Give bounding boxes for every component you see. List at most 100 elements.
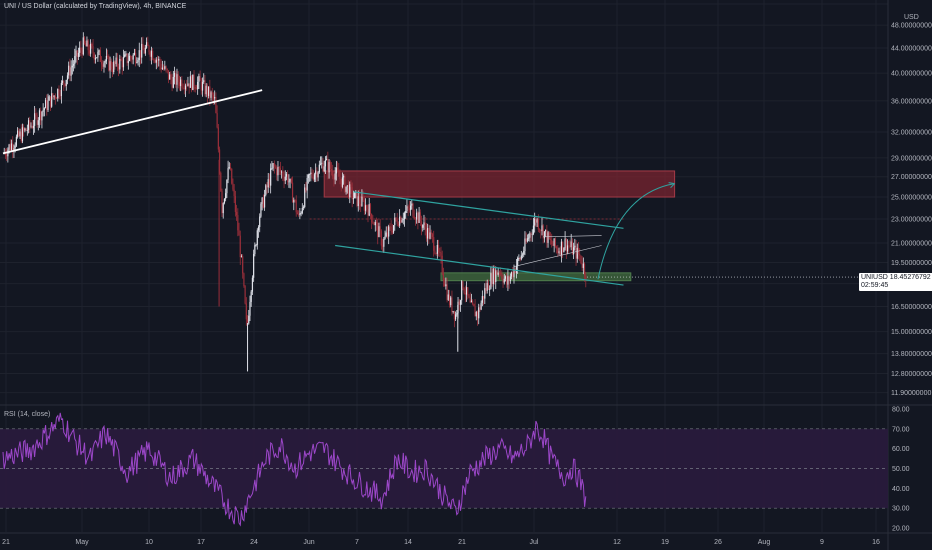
time-tick-label: 16: [872, 539, 880, 546]
candle-body: [13, 147, 15, 151]
candle-body: [440, 252, 442, 256]
candle-body: [130, 55, 132, 58]
candle-body: [301, 208, 303, 214]
candle-body: [198, 76, 200, 82]
candle-body: [495, 270, 497, 283]
candle-body: [9, 144, 11, 150]
candle-body: [246, 319, 249, 324]
candle-body: [419, 212, 421, 222]
candle-body: [407, 206, 409, 209]
rsi-tick-label: 40.00: [892, 486, 910, 493]
candle-body: [409, 205, 412, 211]
candle-body: [173, 72, 176, 77]
candle-body: [281, 171, 283, 173]
candle-body: [177, 74, 179, 83]
candle-body: [554, 238, 556, 247]
candle-body: [373, 223, 375, 226]
candle-body: [254, 245, 256, 255]
time-tick-label: 14: [404, 539, 412, 546]
rsi-indicator-title: RSI (14, close): [4, 411, 51, 418]
candle-body: [339, 176, 341, 180]
candle-body: [580, 255, 582, 263]
candle-body: [234, 196, 236, 212]
price-axis[interactable]: USD 48.00000000 44.00000000 40.00000000 36.0…: [891, 14, 932, 397]
candle-body: [210, 92, 212, 98]
candle-body: [283, 176, 285, 181]
candle-body: [411, 203, 413, 206]
candle-body: [338, 170, 340, 177]
candle-body: [317, 172, 319, 178]
candle-body: [574, 245, 576, 248]
candle-body: [299, 213, 301, 215]
candle-body: [462, 281, 464, 289]
candle-body: [172, 76, 174, 88]
candle-body: [86, 40, 88, 47]
candle-body: [319, 163, 322, 165]
candle-body: [559, 251, 561, 256]
time-tick-label: 10: [145, 539, 153, 546]
candle-body: [553, 238, 555, 246]
candle-body: [532, 225, 535, 234]
candle-body: [153, 59, 155, 61]
candle-body: [110, 61, 112, 70]
candle-body: [491, 273, 493, 285]
candle-body: [119, 58, 121, 70]
candle-body: [255, 244, 257, 246]
candle-body: [579, 254, 581, 256]
candle-body: [212, 94, 215, 99]
candle-body: [68, 65, 70, 76]
candle-body: [500, 273, 502, 274]
projection-arrow: [597, 183, 675, 280]
candle-body: [236, 211, 238, 216]
candle-body: [585, 275, 587, 281]
candle-body: [81, 50, 83, 55]
candle-body: [405, 210, 407, 214]
candle-body: [549, 238, 552, 240]
minor-trendline: [513, 245, 602, 267]
rsi-tick-label: 50.00: [892, 466, 910, 473]
candle-body: [311, 172, 313, 177]
candle-body: [396, 219, 398, 225]
candle-body: [12, 143, 14, 151]
candle-body: [205, 85, 207, 95]
candle-body: [474, 306, 476, 317]
price-value: 18.45276792: [889, 274, 931, 281]
candle-body: [200, 80, 202, 91]
candle-body: [65, 79, 67, 86]
candle-body: [145, 42, 148, 48]
candle-body: [481, 296, 483, 303]
time-axis[interactable]: 21 May 10 17 24 Jun 7 14 21 Jul 12 19 26 Aug 9 16: [2, 539, 880, 546]
rsi-tick-label: 70.00: [892, 426, 910, 433]
candle-body: [389, 226, 391, 228]
candle-body: [447, 294, 449, 300]
candle-body: [109, 61, 111, 71]
candle-body: [455, 314, 457, 320]
candle-body: [485, 288, 487, 291]
price-tick-label: 27.00000000: [891, 174, 932, 181]
time-tick-label: May: [75, 539, 89, 546]
candle-body: [232, 183, 234, 190]
candle-body: [529, 233, 531, 238]
candle-body: [582, 263, 584, 268]
price-tick-label: 21.00000000: [891, 240, 932, 247]
candle-body: [341, 177, 344, 187]
candle-body: [8, 144, 10, 150]
candle-body: [557, 248, 559, 253]
candle-body: [534, 218, 536, 226]
candle-body: [428, 228, 430, 239]
candle-body: [506, 276, 508, 285]
candle-body: [335, 167, 337, 174]
candle-body: [418, 212, 420, 223]
candle-body: [377, 222, 379, 238]
candle-body: [484, 288, 486, 299]
candle-body: [121, 60, 123, 68]
candle-body: [26, 129, 28, 131]
candle-body: [265, 185, 267, 195]
candle-body: [535, 218, 537, 223]
candle-body: [394, 217, 396, 226]
rsi-axis[interactable]: 80.00 70.00 60.00 50.00 40.00 30.00 20.00: [892, 406, 910, 532]
candle-body: [31, 125, 33, 129]
candle-body: [318, 164, 320, 173]
candle-body: [551, 239, 553, 245]
